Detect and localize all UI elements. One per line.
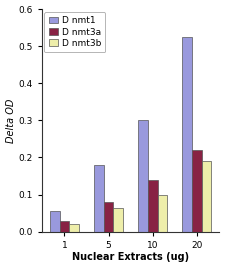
Bar	[69, 224, 79, 232]
Legend: D nmt1, D nmt3a, D nmt3b: D nmt1, D nmt3a, D nmt3b	[45, 12, 106, 52]
Bar	[104, 202, 113, 232]
Bar	[94, 165, 104, 232]
Y-axis label: Delta OD: Delta OD	[6, 98, 16, 143]
Bar	[192, 150, 202, 232]
Bar	[50, 211, 60, 232]
Bar	[158, 195, 167, 232]
Bar	[202, 161, 211, 232]
X-axis label: Nuclear Extracts (ug): Nuclear Extracts (ug)	[72, 252, 189, 262]
Bar	[138, 120, 148, 232]
Bar	[182, 37, 192, 232]
Bar	[113, 207, 123, 232]
Bar	[60, 221, 69, 232]
Bar	[148, 180, 158, 232]
